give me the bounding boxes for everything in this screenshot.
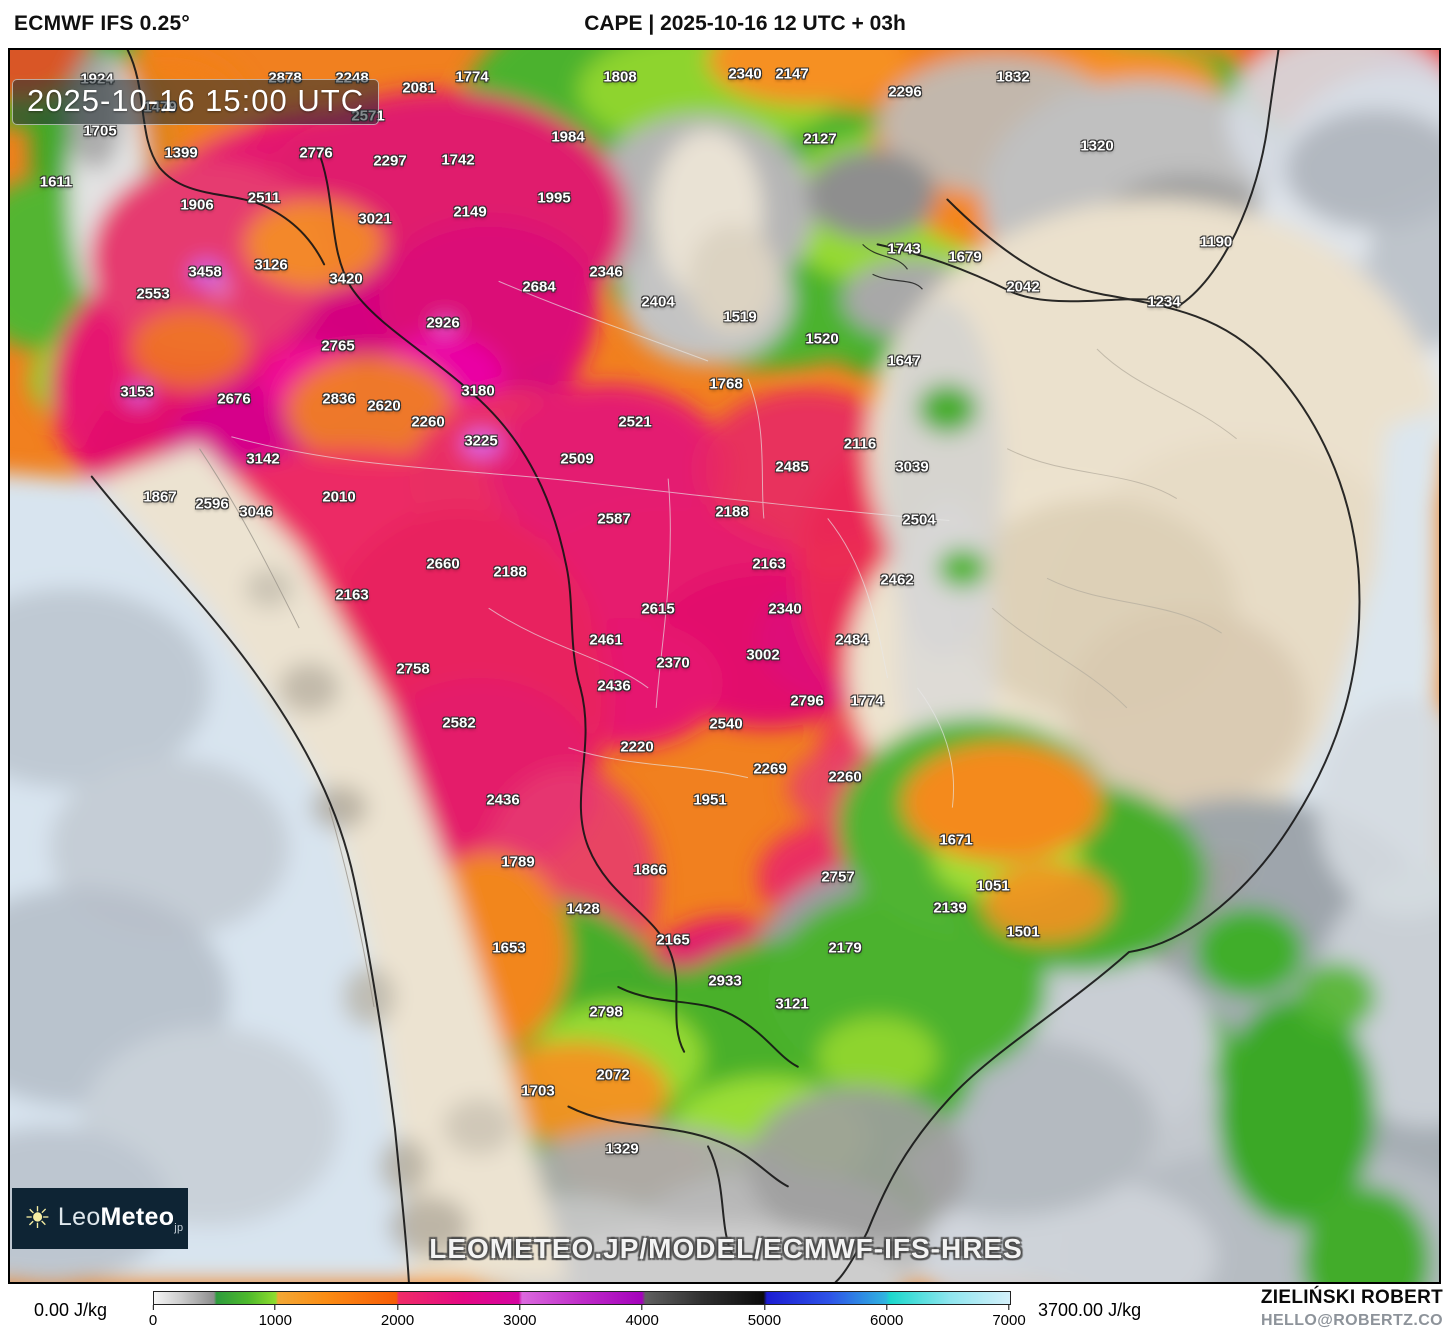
cape-field-art [10,50,1439,1282]
colorbar-wrap: 0 1000 2000 3000 4000 5000 6000 7000 [149,1291,1026,1331]
chart-title: CAPE | 2025-10-16 12 UTC + 03h [584,12,906,35]
colorbar-tick: 7000 [992,1305,1026,1329]
colorbar-tick: 0 [149,1305,157,1329]
colorbar-tick: 1000 [259,1305,292,1329]
watermark: LEOMETEO.JP/MODEL/ECMWF-IFS-HRES [429,1233,1023,1264]
colorbar-tick: 3000 [503,1305,537,1329]
cape-map: 2025-10-16 15:00 UTC ☀ LeoMeteojp LEOMET… [8,48,1441,1284]
credits: ZIELIŃSKI ROBERT HELLO@ROBERTZ.CO [1261,1287,1443,1330]
author-email: HELLO@ROBERTZ.CO [1261,1312,1443,1329]
timestamp-overlay: 2025-10-16 15:00 UTC [12,79,380,125]
colorbar-tick: 4000 [625,1305,659,1329]
author-name: ZIELIŃSKI ROBERT [1260,1287,1443,1308]
colorbar-tick: 6000 [870,1305,903,1329]
borders-art [90,50,1361,1282]
colorbar-tick: 5000 [748,1305,781,1329]
colorbar [153,1291,1011,1305]
max-value-label: 3700.00 J/kg [1038,1300,1142,1320]
header: ECMWF IFS 0.25° CAPE | 2025-10-16 12 UTC… [0,0,1449,48]
model-name: ECMWF IFS 0.25° [14,12,190,35]
leometeo-logo: ☀ LeoMeteojp [12,1188,188,1249]
sun-icon: ☀ [24,1201,51,1235]
logo-text: LeoMeteojp [57,1203,184,1234]
min-value-label: 0.00 J/kg [34,1300,108,1320]
colorbar-tick: 2000 [381,1305,414,1329]
legend-bar: 0.00 J/kg 0 1000 2000 3000 4000 5000 6000 7000 … [0,1284,1449,1337]
